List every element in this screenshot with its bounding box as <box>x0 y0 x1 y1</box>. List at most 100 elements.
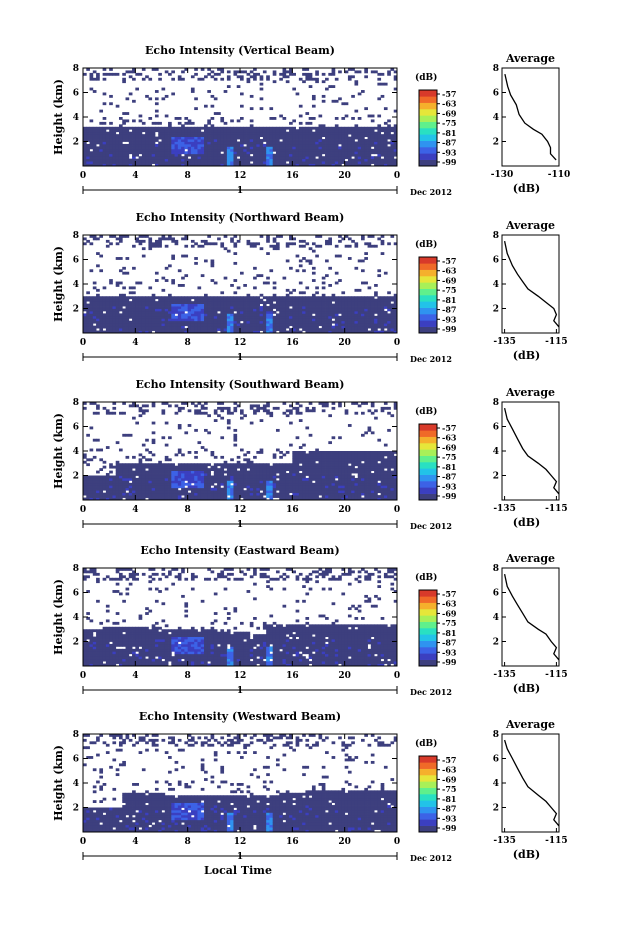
heatmap-cell <box>83 407 87 410</box>
heatmap-cell <box>381 151 385 154</box>
heatmap-cell <box>283 493 287 496</box>
heatmap-cell <box>319 485 323 488</box>
heatmap-cell <box>240 149 244 152</box>
heatmap-cell <box>158 161 162 164</box>
heatmap-cell <box>99 269 103 272</box>
heatmap-cell <box>126 468 130 471</box>
heatmap-cell <box>119 301 123 304</box>
heatmap-cell <box>286 80 290 83</box>
heatmap-cell <box>233 299 237 302</box>
heatmap-cell <box>194 142 198 145</box>
heatmap-cell <box>148 473 152 476</box>
heatmap-cell <box>224 299 228 302</box>
heatmap-cell <box>139 139 143 142</box>
heatmap-cell <box>286 476 290 479</box>
heatmap-cell <box>211 75 215 78</box>
heatmap-cell <box>348 306 352 309</box>
heatmap-cell <box>139 311 143 314</box>
heatmap-cell <box>260 154 264 157</box>
heatmap-cell <box>145 449 149 452</box>
heatmap-cell <box>207 313 211 316</box>
heatmap-cell <box>302 471 306 474</box>
heatmap-cell <box>292 142 296 145</box>
heatmap-cell <box>354 313 358 316</box>
heatmap-cell <box>305 159 309 162</box>
heatmap-cell <box>211 493 215 496</box>
heatmap-cell <box>266 493 270 496</box>
heatmap-cell <box>109 132 113 135</box>
heatmap-cell <box>103 139 107 142</box>
heatmap-cell <box>158 154 162 157</box>
heatmap-cell <box>158 318 162 321</box>
heatmap-cell <box>335 301 339 304</box>
heatmap-cell <box>194 257 198 260</box>
heatmap-cell <box>341 306 345 309</box>
heatmap-cell <box>152 311 156 314</box>
heatmap-cell <box>377 137 381 140</box>
heatmap-cell <box>224 483 228 486</box>
heatmap-cell <box>364 316 368 319</box>
heatmap-cell <box>142 142 146 145</box>
heatmap-cell <box>126 318 130 321</box>
heatmap-cell <box>283 463 287 466</box>
heatmap-cell <box>325 137 329 140</box>
heatmap-cell <box>341 144 345 147</box>
heatmap-cell <box>142 127 146 130</box>
heatmap-cell <box>312 323 316 326</box>
heatmap-cell <box>279 146 283 149</box>
colorbar-unit: (dB) <box>415 239 437 250</box>
heatmap-cell <box>194 476 198 479</box>
heatmap-cell <box>377 156 381 159</box>
heatmap-cell <box>322 493 326 496</box>
heatmap-cell <box>283 149 287 152</box>
heatmap-cell <box>184 468 188 471</box>
heatmap-cell <box>279 151 283 154</box>
heatmap-cell <box>96 294 100 297</box>
heatmap-cell <box>139 476 143 479</box>
heatmap-cell <box>250 129 254 132</box>
heatmap-cell <box>292 311 296 314</box>
heatmap-cell <box>224 129 228 132</box>
heatmap-cell <box>286 142 290 145</box>
heatmap-cell <box>260 132 264 135</box>
heatmap-cell <box>116 257 120 260</box>
heatmap-cell <box>341 102 345 105</box>
heatmap-cell <box>207 154 211 157</box>
heatmap-cell <box>269 323 273 326</box>
heatmap-cell <box>309 122 313 125</box>
heatmap-cell <box>211 264 215 267</box>
heatmap-cell <box>211 304 215 307</box>
colorbar-swatch <box>419 134 437 141</box>
heatmap-cell <box>109 480 113 483</box>
heatmap-cell <box>309 154 313 157</box>
heatmap-cell <box>211 478 215 481</box>
heatmap-cell <box>266 485 270 488</box>
heatmap-cell <box>269 414 273 417</box>
heatmap-cell <box>142 304 146 307</box>
heatmap-cell <box>119 490 123 493</box>
heatmap-cell <box>276 483 280 486</box>
heatmap-cell <box>93 306 97 309</box>
heatmap-cell <box>227 306 231 309</box>
heatmap-cell <box>119 299 123 302</box>
heatmap-cell <box>315 73 319 76</box>
heatmap-cell <box>374 144 378 147</box>
heatmap-cell <box>292 483 296 486</box>
heatmap-cell <box>139 488 143 491</box>
heatmap-cell <box>148 161 152 164</box>
heatmap-cell <box>119 468 123 471</box>
heatmap-cell <box>309 478 313 481</box>
heatmap-cell <box>387 129 391 132</box>
heatmap-cell <box>194 490 198 493</box>
heatmap-cell <box>296 149 300 152</box>
heatmap-cell <box>188 306 192 309</box>
colorbar-label: -93 <box>442 314 457 324</box>
heatmap-cell <box>260 151 264 154</box>
heatmap-cell <box>322 483 326 486</box>
heatmap-cell <box>126 493 130 496</box>
heatmap-cell <box>116 466 120 469</box>
heatmap-cell <box>256 321 260 324</box>
heatmap-cell <box>201 490 205 493</box>
heatmap-cell <box>381 318 385 321</box>
heatmap-cell <box>253 75 257 78</box>
